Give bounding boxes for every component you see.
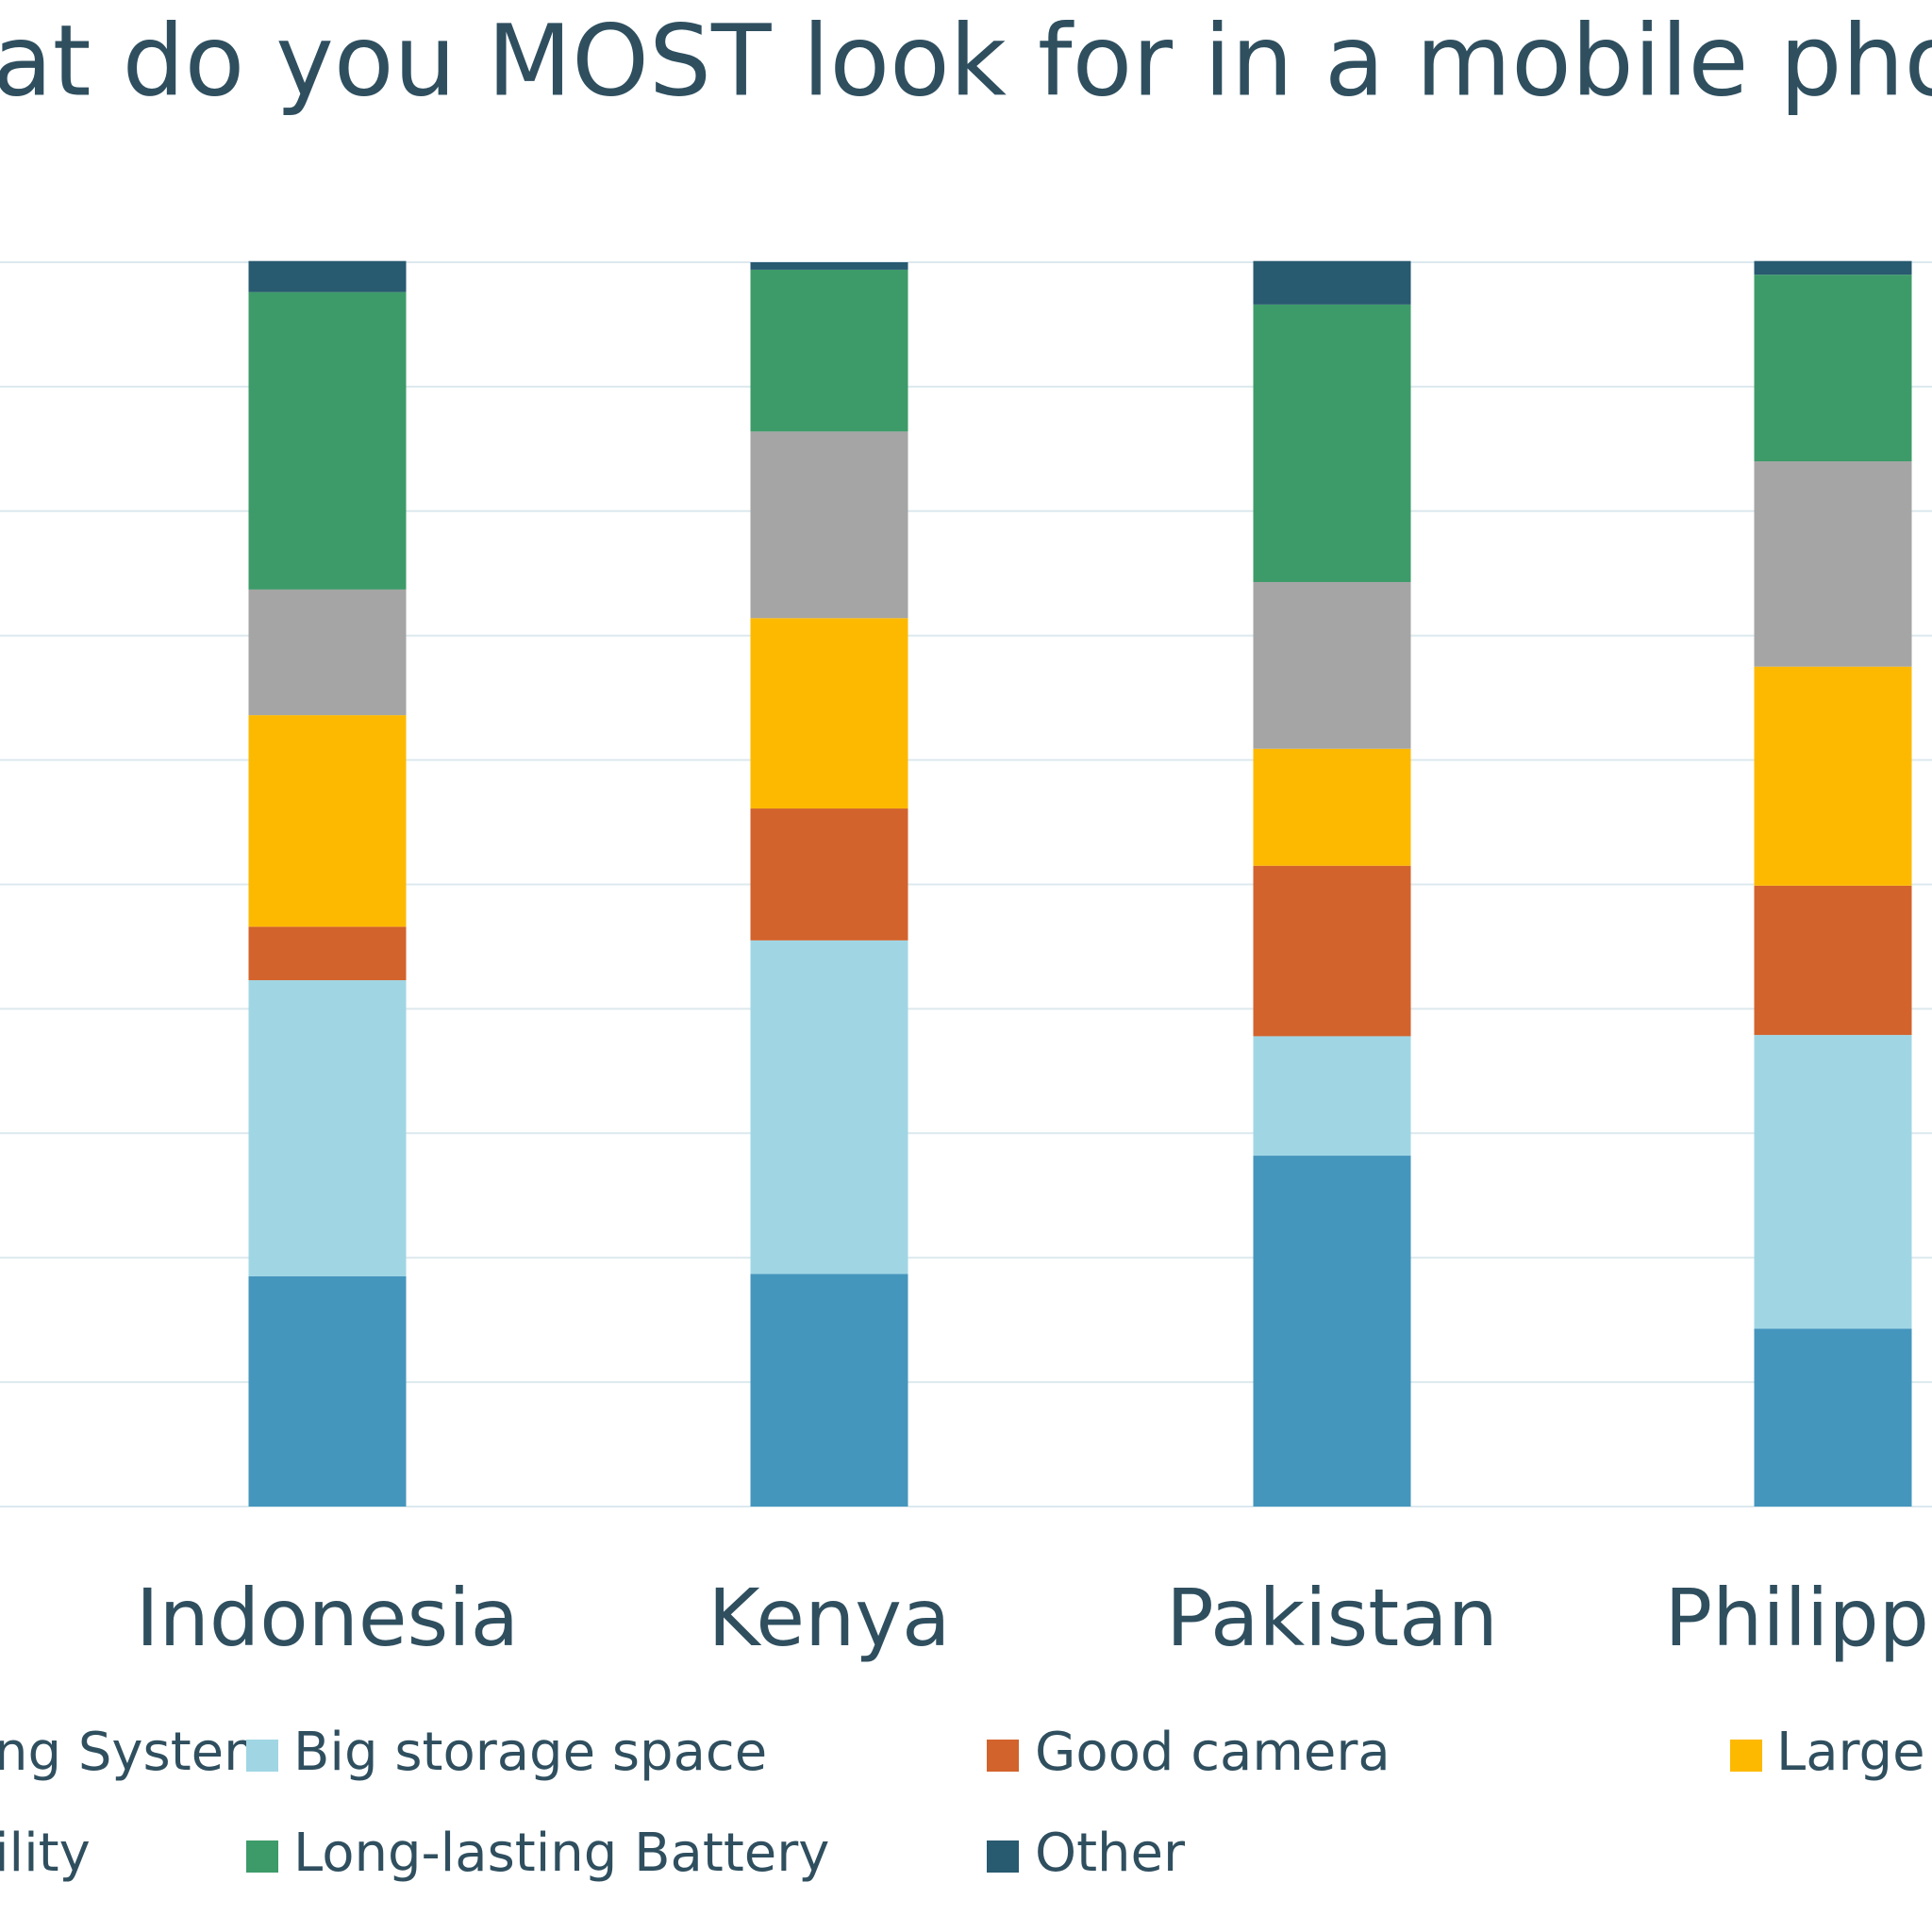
bar-segment bbox=[1754, 1035, 1912, 1329]
x-tick-label: Indonesia bbox=[136, 1572, 519, 1664]
legend-swatch bbox=[246, 1840, 278, 1873]
bar-segment bbox=[248, 589, 407, 716]
bar-segment bbox=[750, 262, 908, 270]
chart-title: at do you MOST look for in a mobile pho bbox=[0, 3, 1932, 118]
bar-segment bbox=[1253, 260, 1411, 305]
bar-segment bbox=[1754, 1328, 1912, 1507]
legend-swatch bbox=[987, 1840, 1019, 1873]
bar-segment bbox=[750, 431, 908, 619]
legend-label: Other bbox=[1035, 1823, 1186, 1884]
bar-segment bbox=[248, 260, 407, 292]
bar-segment bbox=[248, 926, 407, 981]
bar-segment bbox=[248, 980, 407, 1276]
bar-segment bbox=[248, 715, 407, 927]
legend-label: Big storage space bbox=[293, 1722, 767, 1783]
legend-swatch bbox=[246, 1740, 278, 1772]
legend-label: Large I bbox=[1776, 1722, 1932, 1783]
legend-swatch bbox=[1730, 1740, 1762, 1772]
bar-segment bbox=[1253, 865, 1411, 1037]
legend-swatch bbox=[987, 1740, 1019, 1772]
bar-segment bbox=[750, 269, 908, 432]
legend-label: ility bbox=[0, 1823, 91, 1884]
bar-segment bbox=[750, 808, 908, 941]
bar-segment bbox=[1754, 666, 1912, 886]
bar-segment bbox=[248, 291, 407, 590]
x-tick-label: Kenya bbox=[708, 1572, 950, 1664]
bar-segment bbox=[1754, 885, 1912, 1036]
bar-segment bbox=[1253, 748, 1411, 866]
bar-segment bbox=[248, 1275, 407, 1507]
bar-segment bbox=[1754, 260, 1912, 275]
legend-label: ng System bbox=[0, 1722, 275, 1783]
bar-segment bbox=[750, 618, 908, 809]
bar-segment bbox=[1253, 304, 1411, 582]
bar-segment bbox=[1253, 1156, 1411, 1507]
x-tick-label: Pakistan bbox=[1166, 1572, 1498, 1664]
bar-segment bbox=[750, 940, 908, 1274]
bar-segment bbox=[1253, 581, 1411, 749]
bar-segment bbox=[1253, 1036, 1411, 1157]
legend-label: Long-lasting Battery bbox=[293, 1823, 829, 1884]
bar-segment bbox=[1754, 275, 1912, 462]
legend-label: Good camera bbox=[1035, 1722, 1391, 1783]
bar-segment bbox=[750, 1274, 908, 1507]
bar-segment bbox=[1754, 461, 1912, 667]
x-tick-label: Philippin bbox=[1664, 1572, 1932, 1664]
